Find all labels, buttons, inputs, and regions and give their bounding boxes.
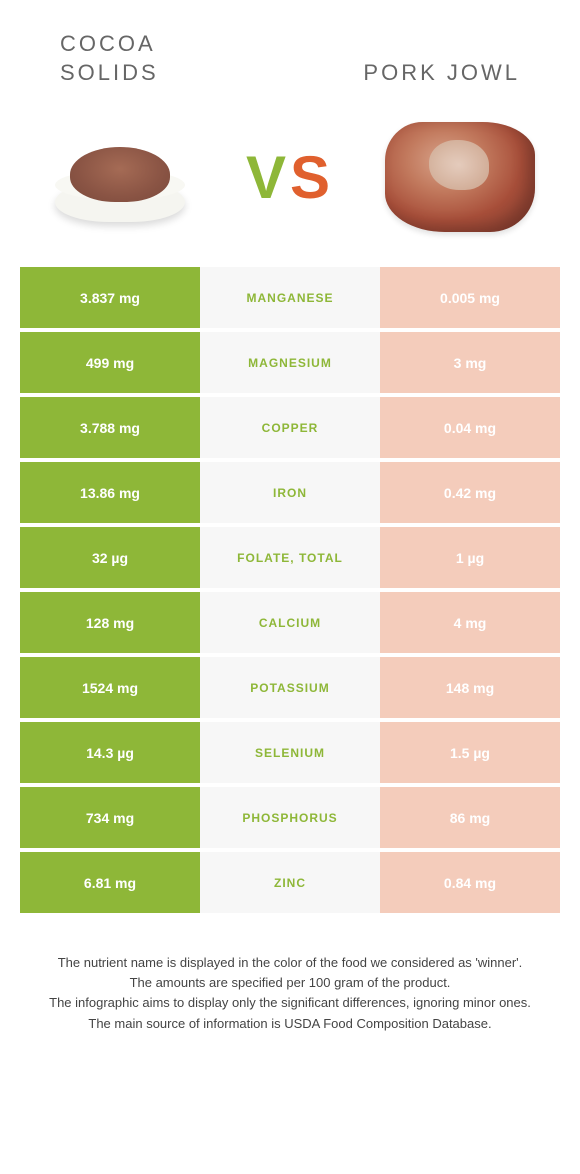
image-row: VS	[0, 107, 580, 267]
footer-line: The nutrient name is displayed in the co…	[30, 953, 550, 973]
nutrient-label-cell: CALCIUM	[200, 592, 380, 653]
table-row: 13.86 mgIRON0.42 mg	[20, 462, 560, 523]
left-value-cell: 3.837 mg	[20, 267, 200, 328]
table-row: 14.3 µgSELENIUM1.5 µg	[20, 722, 560, 783]
right-value-cell: 0.005 mg	[380, 267, 560, 328]
right-food-title: PORK JOWL	[363, 59, 520, 88]
header: COCOASOLIDS PORK JOWL	[0, 0, 580, 107]
vs-v: V	[246, 144, 290, 211]
right-value-cell: 0.42 mg	[380, 462, 560, 523]
left-food-image	[40, 117, 200, 237]
table-row: 6.81 mgZINC0.84 mg	[20, 852, 560, 913]
table-row: 32 µgFOLATE, TOTAL1 µg	[20, 527, 560, 588]
nutrient-label-cell: COPPER	[200, 397, 380, 458]
left-value-cell: 734 mg	[20, 787, 200, 848]
vs-s: S	[290, 144, 334, 211]
left-value-cell: 3.788 mg	[20, 397, 200, 458]
left-value-cell: 13.86 mg	[20, 462, 200, 523]
vs-label: VS	[246, 143, 334, 212]
footer-notes: The nutrient name is displayed in the co…	[30, 953, 550, 1034]
nutrient-label-cell: ZINC	[200, 852, 380, 913]
left-food-title: COCOASOLIDS	[60, 30, 159, 87]
nutrient-table: 3.837 mgMANGANESE0.005 mg499 mgMAGNESIUM…	[20, 267, 560, 913]
left-value-cell: 14.3 µg	[20, 722, 200, 783]
nutrient-label-cell: FOLATE, TOTAL	[200, 527, 380, 588]
right-value-cell: 0.04 mg	[380, 397, 560, 458]
left-value-cell: 128 mg	[20, 592, 200, 653]
table-row: 734 mgPHOSPHORUS86 mg	[20, 787, 560, 848]
nutrient-label-cell: PHOSPHORUS	[200, 787, 380, 848]
right-value-cell: 3 mg	[380, 332, 560, 393]
footer-line: The infographic aims to display only the…	[30, 993, 550, 1013]
table-row: 499 mgMAGNESIUM3 mg	[20, 332, 560, 393]
table-row: 128 mgCALCIUM4 mg	[20, 592, 560, 653]
right-value-cell: 0.84 mg	[380, 852, 560, 913]
left-value-cell: 6.81 mg	[20, 852, 200, 913]
footer-line: The main source of information is USDA F…	[30, 1014, 550, 1034]
table-row: 3.837 mgMANGANESE0.005 mg	[20, 267, 560, 328]
right-food-image	[380, 117, 540, 237]
nutrient-label-cell: MAGNESIUM	[200, 332, 380, 393]
left-value-cell: 499 mg	[20, 332, 200, 393]
footer-line: The amounts are specified per 100 gram o…	[30, 973, 550, 993]
left-value-cell: 1524 mg	[20, 657, 200, 718]
table-row: 1524 mgPOTASSIUM148 mg	[20, 657, 560, 718]
right-value-cell: 86 mg	[380, 787, 560, 848]
right-value-cell: 1 µg	[380, 527, 560, 588]
right-value-cell: 1.5 µg	[380, 722, 560, 783]
nutrient-label-cell: IRON	[200, 462, 380, 523]
nutrient-label-cell: SELENIUM	[200, 722, 380, 783]
right-value-cell: 4 mg	[380, 592, 560, 653]
nutrient-label-cell: MANGANESE	[200, 267, 380, 328]
nutrient-label-cell: POTASSIUM	[200, 657, 380, 718]
table-row: 3.788 mgCOPPER0.04 mg	[20, 397, 560, 458]
left-value-cell: 32 µg	[20, 527, 200, 588]
right-value-cell: 148 mg	[380, 657, 560, 718]
